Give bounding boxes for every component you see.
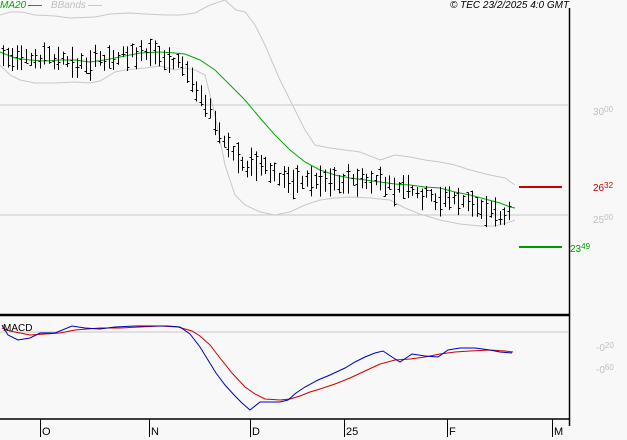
- x-label-feb: F: [449, 426, 456, 438]
- bbands-upper-line: [0, 0, 516, 186]
- legend-bbands: BBands: [50, 0, 86, 11]
- x-label-dec: D: [252, 426, 260, 438]
- x-label-2025: 25: [346, 426, 359, 438]
- chart-legend: MA20 BBands: [0, 0, 102, 11]
- macd-label-060: -060: [596, 363, 614, 376]
- y-label-25: 2500: [593, 213, 614, 226]
- x-label-mar: M: [554, 426, 564, 438]
- x-label-nov: N: [151, 426, 159, 438]
- ohlc-bars: [1, 38, 512, 228]
- ma20-swatch: [28, 4, 43, 6]
- bbands-swatch: [87, 4, 102, 6]
- signal-line: [1, 325, 514, 401]
- macd-title: MACD: [3, 323, 33, 334]
- legend-ma20: MA20: [0, 0, 27, 11]
- support-label: 2349: [570, 242, 591, 255]
- macd-label-020: -020: [596, 341, 614, 354]
- ma20-line: [0, 51, 516, 209]
- y-label-30: 3000: [593, 105, 614, 118]
- x-axis-ticks: [40, 419, 553, 437]
- resistance-label: 2632: [593, 181, 614, 194]
- copyright-timestamp: © TEC 23/2/2025 4:0 GMT: [450, 0, 570, 11]
- bbands-lower-line: [0, 64, 516, 227]
- x-label-oct: O: [42, 426, 51, 438]
- macd-line: [1, 324, 513, 411]
